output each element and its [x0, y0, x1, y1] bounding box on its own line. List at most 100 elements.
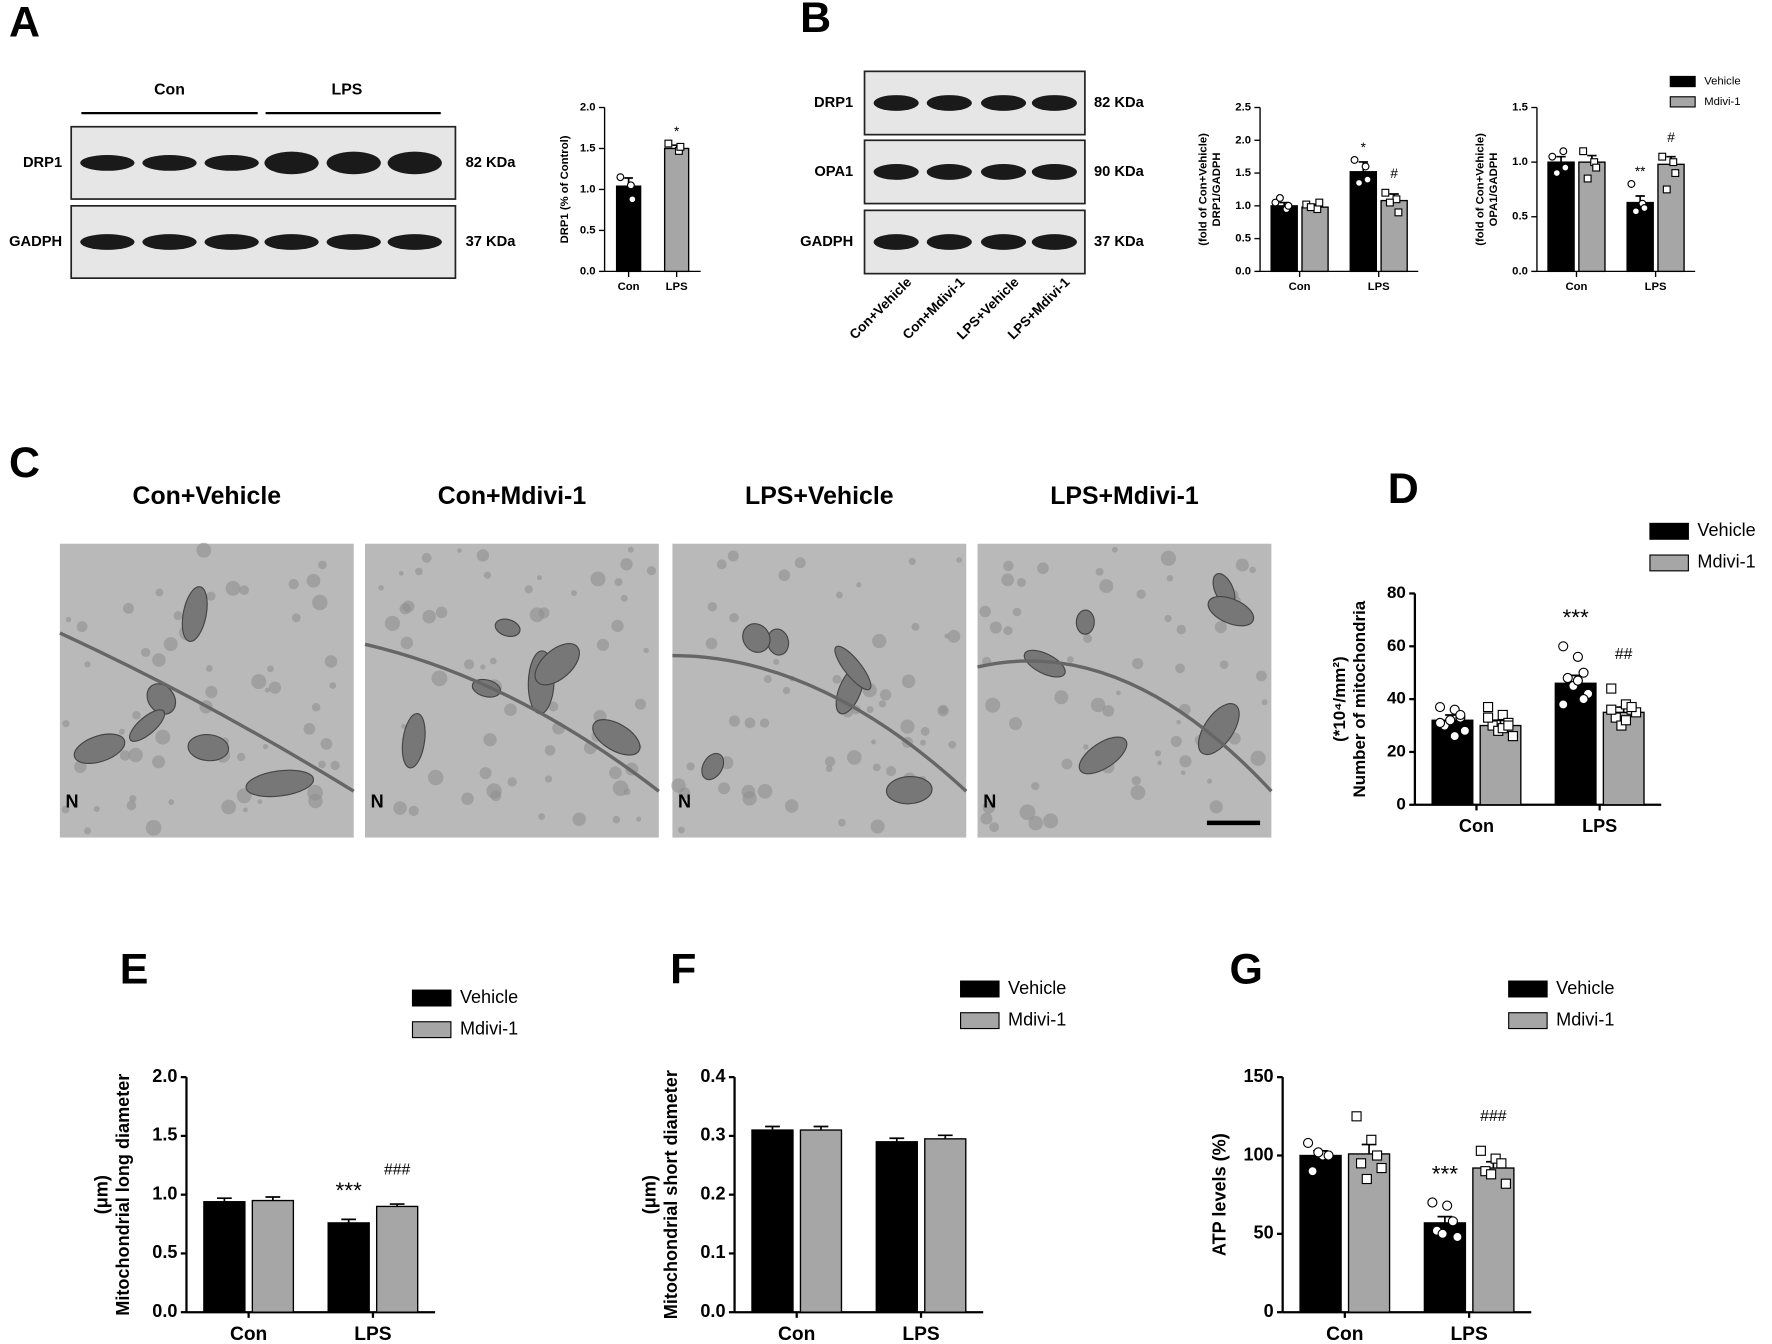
em-texture: [646, 566, 657, 576]
em-texture: [1016, 577, 1026, 587]
em-title: LPS+Vehicle: [745, 482, 894, 510]
em-texture: [763, 675, 772, 684]
data-point: [1302, 1137, 1314, 1149]
data-point: [1363, 175, 1372, 184]
y-tick-label: 40: [1387, 689, 1406, 708]
em-texture: [1175, 663, 1185, 674]
em-marker: N: [66, 791, 79, 811]
em-texture: [1235, 558, 1249, 572]
em-texture: [479, 767, 492, 780]
bar: [799, 1129, 843, 1313]
em-texture: [306, 573, 321, 588]
data-point: [1640, 204, 1649, 212]
data-point: [628, 195, 637, 204]
em-texture: [490, 790, 502, 802]
annotation: ***: [1432, 1161, 1459, 1186]
em-texture: [483, 571, 492, 579]
em-texture: [1054, 690, 1069, 705]
data-point: [1313, 1147, 1324, 1158]
membrane: [59, 631, 355, 793]
y-axis-label: OPA1/GADPH: [1488, 153, 1500, 227]
mitochondrion: [1197, 703, 1240, 756]
em-texture: [538, 607, 550, 619]
em-texture: [1160, 550, 1176, 566]
em-texture: [718, 782, 731, 795]
em-texture: [196, 542, 212, 558]
panel-letter: B: [800, 0, 831, 42]
em-texture: [524, 585, 533, 594]
em-texture: [544, 745, 556, 756]
blot-band: [204, 234, 259, 250]
bar: [1547, 161, 1575, 273]
em-texture: [677, 826, 685, 834]
em-texture: [1179, 755, 1192, 768]
x-tick-label: Con: [1326, 1324, 1363, 1344]
annotation: **: [1635, 164, 1646, 179]
em-texture: [1111, 546, 1118, 553]
annotation: ###: [1480, 1108, 1507, 1125]
data-point: [1361, 1173, 1372, 1185]
em-texture: [623, 788, 631, 796]
em-texture: [476, 549, 490, 562]
chart: A 0.0 0.5 1.0 1.5 2.0 DRP1 (% of Control) Con LP…: [9, 0, 701, 293]
y-tick-label: 150: [1243, 1066, 1273, 1086]
legend-swatch: [1649, 554, 1689, 572]
em-texture: [236, 788, 252, 804]
y-tick-label: 2.0: [580, 101, 596, 113]
error-bar: [813, 1125, 829, 1131]
em-texture: [989, 822, 1000, 833]
data-point: [1385, 198, 1394, 207]
em-texture: [393, 801, 407, 815]
em-texture: [236, 752, 246, 762]
em-title: LPS+Mdivi-1: [1050, 482, 1199, 510]
em-texture: [878, 700, 887, 708]
em-texture: [378, 585, 384, 591]
y-tick-label: 1.5: [580, 142, 596, 154]
annotation: *: [674, 124, 680, 139]
data-point: [1449, 731, 1460, 742]
y-tick-label: 0.5: [152, 1242, 177, 1262]
em-texture: [947, 629, 961, 643]
data-point: [1579, 147, 1588, 156]
em-texture: [262, 744, 269, 750]
em-texture: [61, 805, 70, 814]
mitochondrion: [885, 775, 933, 805]
data-point: [1427, 1197, 1438, 1208]
data-point: [1503, 720, 1514, 731]
em-texture: [1012, 607, 1022, 617]
data-point: [1558, 641, 1569, 652]
em-marker: N: [371, 791, 384, 811]
data-point: [1434, 701, 1446, 713]
em-texture: [636, 816, 642, 822]
bar: [1349, 171, 1378, 273]
mitochondrion: [1207, 595, 1255, 627]
em-texture: [985, 697, 1001, 713]
y-tick-label: 0.0: [580, 265, 596, 277]
x-tick-label: LPS: [1645, 281, 1667, 293]
em-texture: [707, 601, 718, 612]
em-texture: [866, 706, 874, 714]
error-bar: [937, 1134, 953, 1139]
em-texture: [1154, 750, 1162, 757]
x-tick-label: Con: [618, 281, 640, 293]
bar: [1578, 161, 1606, 273]
blot-band: [926, 234, 972, 250]
data-point: [1392, 195, 1401, 204]
em-texture: [536, 575, 543, 581]
error-bar: [216, 1197, 232, 1202]
data-point: [1497, 709, 1508, 721]
em-texture: [84, 827, 92, 835]
data-point: [1548, 152, 1557, 161]
legend-label: Mdivi-1: [460, 1018, 518, 1038]
em-texture: [431, 670, 448, 687]
em-texture: [1166, 575, 1174, 582]
em-texture: [980, 812, 993, 825]
panel-letter: D: [1388, 465, 1419, 513]
y-tick-label: 1.5: [1512, 101, 1528, 113]
mitochondrion: [534, 643, 580, 686]
annotation: ###: [384, 1161, 411, 1178]
em-texture: [1061, 758, 1073, 770]
em-texture: [872, 763, 881, 772]
legend-swatch: [1669, 96, 1696, 108]
